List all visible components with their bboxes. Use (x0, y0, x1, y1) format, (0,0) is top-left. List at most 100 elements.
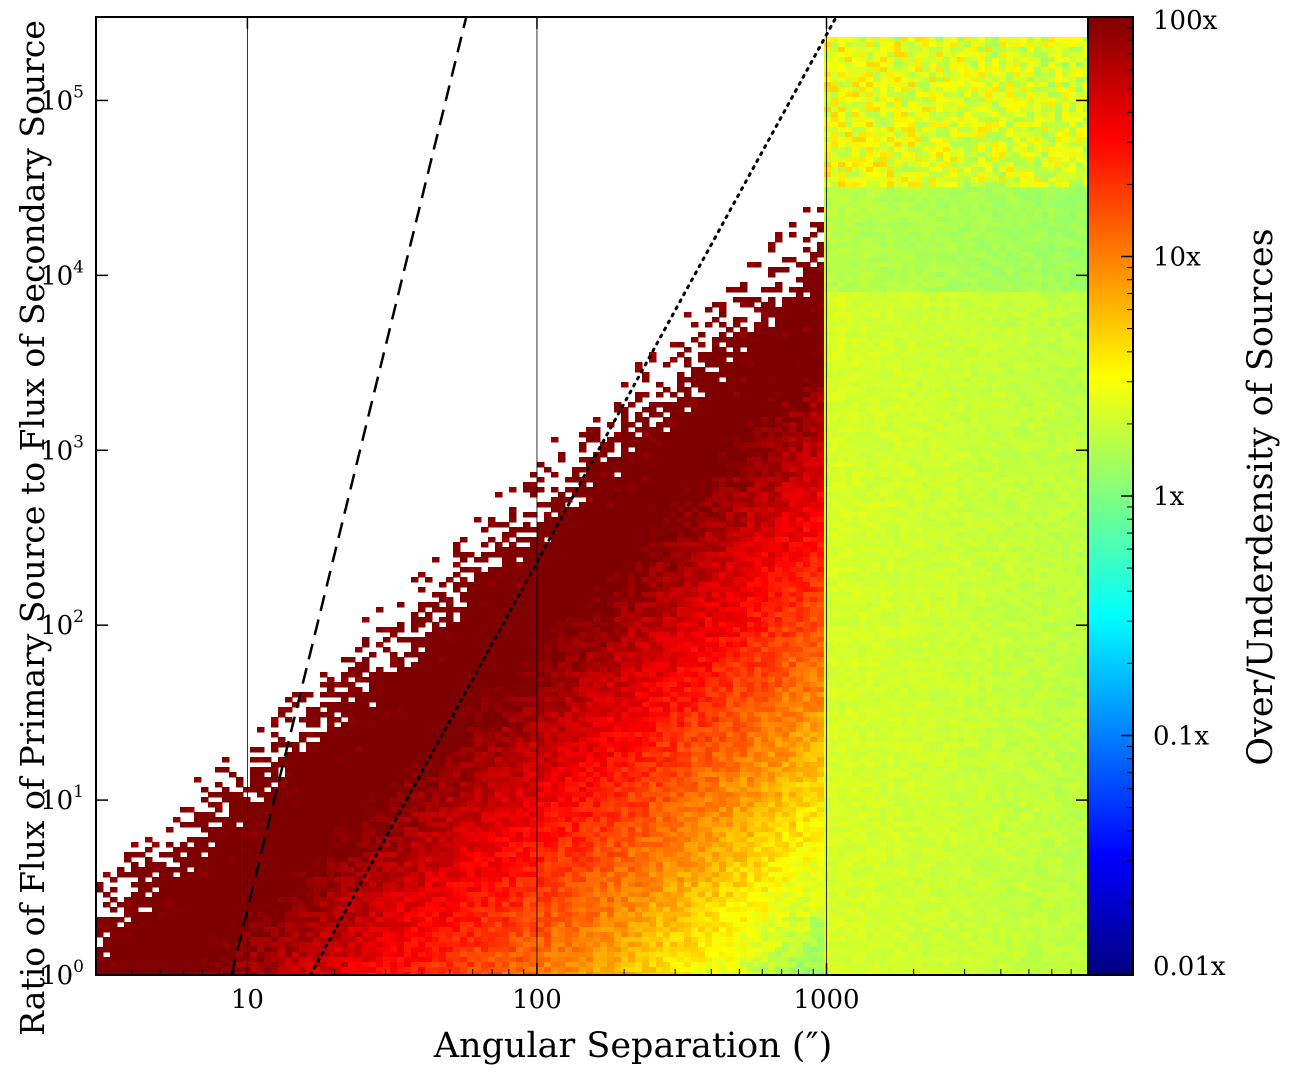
heatmap-cell (1048, 437, 1056, 443)
heatmap-cell (971, 222, 979, 228)
heatmap-cell (936, 282, 944, 288)
heatmap-cell (1083, 162, 1088, 168)
heatmap-cell (824, 202, 832, 208)
heatmap-cell (866, 412, 874, 418)
heatmap-cell (999, 522, 1007, 528)
heatmap-cell (929, 147, 937, 153)
heatmap-cell (761, 352, 769, 358)
heatmap-cell (859, 142, 867, 148)
heatmap-cell (635, 367, 643, 373)
heatmap-cell (803, 462, 811, 468)
heatmap-cell (1020, 482, 1028, 488)
heatmap-cell (1083, 57, 1088, 63)
heatmap-cell (768, 482, 776, 488)
heatmap-cell (1055, 257, 1063, 263)
heatmap-cell (1006, 517, 1014, 523)
heatmap-cell (964, 152, 972, 158)
heatmap-cell (922, 302, 930, 308)
heatmap-cell (852, 497, 860, 503)
heatmap-cell (740, 517, 748, 523)
heatmap-cell (740, 427, 748, 433)
heatmap-cell (1069, 77, 1077, 83)
heatmap-cell (691, 452, 699, 458)
heatmap-cell (621, 432, 629, 438)
heatmap-cell (1027, 352, 1035, 358)
heatmap-cell (754, 367, 762, 373)
heatmap-cell (873, 147, 881, 153)
heatmap-cell (754, 522, 762, 528)
heatmap-cell (929, 487, 937, 493)
heatmap-cell (726, 392, 734, 398)
heatmap-cell (950, 497, 958, 503)
heatmap-cell (957, 172, 965, 178)
heatmap-cell (712, 507, 720, 513)
heatmap-cell (964, 472, 972, 478)
heatmap-cell (1020, 42, 1028, 48)
heatmap-cell (1013, 92, 1021, 98)
heatmap-cell (866, 347, 874, 353)
heatmap-cell (824, 302, 832, 308)
heatmap-cell (775, 287, 783, 293)
heatmap-cell (1048, 37, 1056, 43)
heatmap-cell (964, 312, 972, 318)
heatmap-cell (803, 247, 811, 253)
heatmap-cell (950, 317, 958, 323)
heatmap-cell (1055, 462, 1063, 468)
heatmap-cell (1013, 367, 1021, 373)
heatmap-cell (866, 157, 874, 163)
heatmap-cell (964, 417, 972, 423)
heatmap-cell (1020, 147, 1028, 153)
heatmap-cell (1055, 167, 1063, 173)
heatmap-cell (964, 267, 972, 273)
heatmap-cell (1083, 442, 1088, 448)
heatmap-cell (964, 297, 972, 303)
heatmap-cell (1069, 192, 1077, 198)
heatmap-cell (691, 482, 699, 488)
heatmap-cell (929, 117, 937, 123)
heatmap-cell (1076, 492, 1084, 498)
heatmap-cell (908, 347, 916, 353)
heatmap-cell (698, 507, 706, 513)
heatmap-cell (929, 517, 937, 523)
heatmap-cell (950, 392, 958, 398)
heatmap-cell (1076, 377, 1084, 383)
heatmap-cell (670, 497, 678, 503)
heatmap-cell (943, 62, 951, 68)
heatmap-cell (943, 187, 951, 193)
heatmap-cell (936, 502, 944, 508)
heatmap-cell (1006, 397, 1014, 403)
heatmap-cell (719, 302, 727, 308)
heatmap-cell (698, 512, 706, 518)
heatmap-cell (1013, 162, 1021, 168)
heatmap-cell (628, 507, 636, 513)
heatmap-cell (922, 277, 930, 283)
heatmap-cell (943, 477, 951, 483)
heatmap-cell (999, 92, 1007, 98)
heatmap-cell (1034, 67, 1042, 73)
heatmap-cell (810, 267, 818, 273)
heatmap-cell (705, 407, 713, 413)
heatmap-cell (999, 257, 1007, 263)
heatmap-cell (747, 487, 755, 493)
heatmap-cell (1083, 112, 1088, 118)
heatmap-cell (838, 462, 846, 468)
heatmap-cell (992, 322, 1000, 328)
heatmap-cell (950, 362, 958, 368)
heatmap-cell (957, 217, 965, 223)
heatmap-cell (859, 337, 867, 343)
heatmap-cell (880, 492, 888, 498)
heatmap-cell (579, 522, 587, 528)
heatmap-cell (838, 102, 846, 108)
heatmap-cell (894, 272, 902, 278)
heatmap-cell (726, 382, 734, 388)
heatmap-cell (852, 62, 860, 68)
heatmap-cell (915, 522, 923, 528)
heatmap-cell (992, 47, 1000, 53)
heatmap-cell (922, 287, 930, 293)
heatmap-cell (670, 492, 678, 498)
heatmap-cell (887, 497, 895, 503)
heatmap-cell (964, 147, 972, 153)
heatmap-cell (992, 367, 1000, 373)
heatmap-cell (950, 227, 958, 233)
heatmap-cell (796, 442, 804, 448)
